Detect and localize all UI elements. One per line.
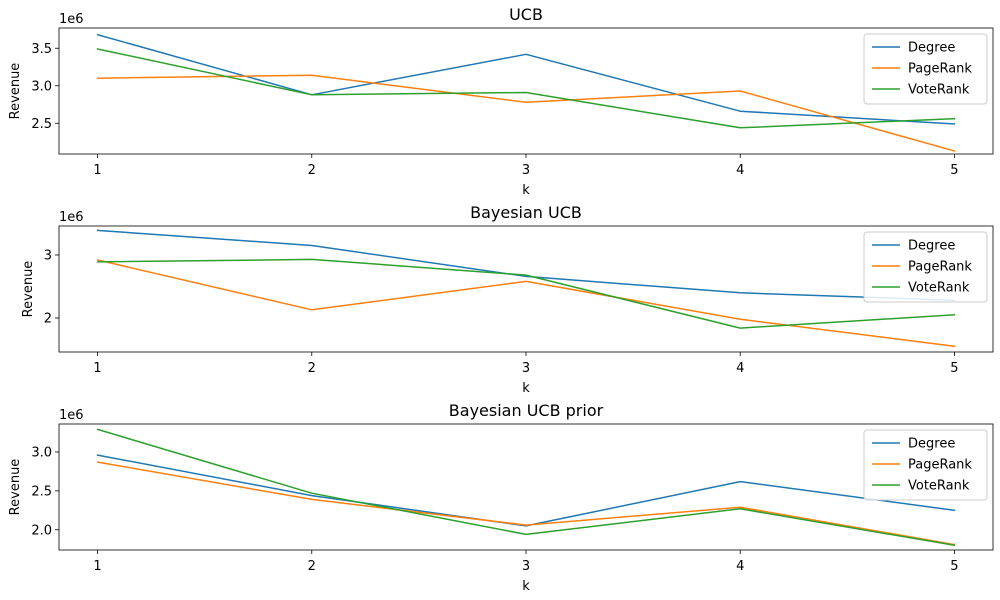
x-axis-label: k (522, 579, 530, 594)
x-tick-label: 3 (522, 361, 530, 376)
y-tick-label: 3 (44, 248, 52, 263)
series-line-pagerank (96, 259, 956, 348)
x-tick-label: 4 (736, 361, 744, 376)
x-tick-label: 4 (736, 163, 744, 178)
x-tick-label: 4 (736, 559, 744, 574)
y-axis-label: Revenue (21, 261, 36, 318)
axes-frame (58, 423, 994, 551)
subplot-3: Bayesian UCB prior 1e6 1 2 3 4 5 2.0 2.5 3.0 k Reve… (8, 401, 994, 594)
series-line-degree (96, 229, 956, 302)
x-tick-label: 3 (522, 163, 530, 178)
x-axis-label: k (522, 381, 530, 396)
y-axis-label: Revenue (8, 63, 23, 120)
x-tick-label: 2 (308, 163, 316, 178)
legend-label: PageRank (908, 458, 972, 473)
x-axis-label: k (522, 183, 530, 198)
legend-label: VoteRank (908, 479, 970, 494)
y-tick-label: 2.5 (31, 117, 52, 132)
legend-label: PageRank (908, 260, 972, 275)
legend-frame (863, 429, 988, 501)
series-line-degree (96, 454, 956, 527)
legend: Degree PageRank VoteRank (863, 429, 988, 501)
x-tick-label: 2 (308, 559, 316, 574)
series-line-pagerank (96, 74, 956, 152)
series-line-voterank (96, 258, 956, 329)
y-tick-label: 2.5 (31, 484, 52, 499)
x-tick-label: 2 (308, 361, 316, 376)
y-tick-label: 2.0 (31, 523, 52, 538)
legend-frame (863, 33, 988, 105)
series-line-voterank (96, 428, 956, 547)
legend: Degree PageRank VoteRank (863, 33, 988, 105)
y-tick-label: 3.0 (31, 446, 52, 461)
y-tick-label: 2 (44, 311, 52, 326)
x-tick-label: 5 (950, 559, 958, 574)
legend-label: Degree (908, 41, 955, 56)
y-offset-label: 1e6 (59, 408, 84, 423)
y-tick-label: 3.5 (31, 42, 52, 57)
chart-title: Bayesian UCB (470, 203, 582, 222)
chart-title: Bayesian UCB prior (449, 401, 604, 420)
legend-label: VoteRank (908, 83, 970, 98)
legend: Degree PageRank VoteRank (863, 231, 988, 303)
series-line-degree (96, 33, 956, 125)
y-axis-label: Revenue (8, 459, 23, 516)
y-offset-label: 1e6 (59, 210, 84, 225)
legend-label: Degree (908, 437, 955, 452)
series-line-voterank (96, 48, 956, 129)
x-tick-label: 5 (950, 163, 958, 178)
x-tick-label: 1 (93, 361, 101, 376)
chart-title: UCB (509, 5, 543, 24)
series-line-pagerank (96, 461, 956, 546)
y-offset-label: 1e6 (59, 12, 84, 27)
x-tick-label: 1 (93, 559, 101, 574)
subplot-1: UCB 1e6 1 2 3 4 5 2.5 3.0 3.5 k Revenue Degree PageRa… (8, 5, 994, 198)
y-tick-label: 3.0 (31, 79, 52, 94)
legend-frame (863, 231, 988, 303)
x-tick-label: 5 (950, 361, 958, 376)
axes-frame (58, 27, 994, 155)
x-tick-label: 1 (93, 163, 101, 178)
legend-label: VoteRank (908, 281, 970, 296)
legend-label: PageRank (908, 62, 972, 77)
x-tick-label: 3 (522, 559, 530, 574)
subplot-2: Bayesian UCB 1e6 1 2 3 4 5 2 3 k Revenue Degree Page… (21, 203, 994, 396)
legend-label: Degree (908, 239, 955, 254)
